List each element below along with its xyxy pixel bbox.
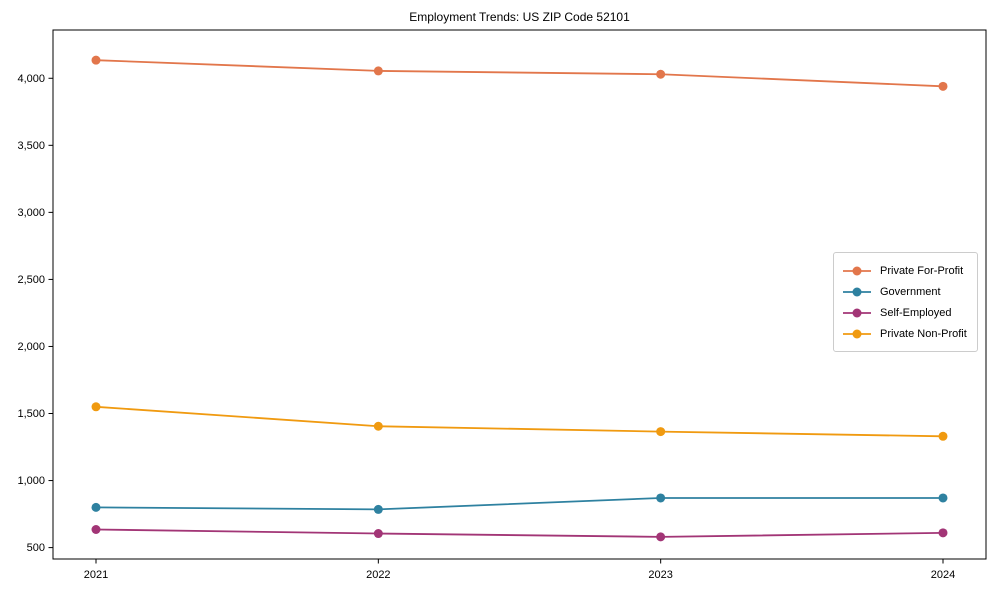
series-line <box>95 59 944 88</box>
data-point-marker <box>373 529 383 539</box>
data-point-marker <box>91 524 101 534</box>
y-tick-label: 500 <box>27 542 45 554</box>
data-point-marker <box>656 427 666 437</box>
legend-line-marker-icon <box>843 287 871 296</box>
legend-line-marker-icon <box>843 266 871 275</box>
data-point-marker <box>91 502 101 512</box>
data-point-marker <box>656 532 666 542</box>
y-tick-label: 3,000 <box>17 207 45 219</box>
legend: Private For-Profit Government Self-Employe… <box>833 252 978 352</box>
legend-label: Self-Employed <box>880 306 952 319</box>
data-point-marker <box>91 402 101 412</box>
data-point-marker <box>373 421 383 431</box>
data-point-marker <box>938 431 948 441</box>
legend-line-marker-icon <box>843 308 871 317</box>
series-line <box>95 528 944 538</box>
x-tick-label: 2024 <box>931 569 955 581</box>
x-tick-label: 2023 <box>648 569 672 581</box>
data-point-marker <box>91 55 101 65</box>
y-tick-label: 4,000 <box>17 73 45 85</box>
plot-border <box>52 29 987 560</box>
legend-item: Private Non-Profit <box>842 323 969 344</box>
legend-item: Private For-Profit <box>842 260 969 281</box>
chart-title: Employment Trends: US ZIP Code 52101 <box>409 10 630 24</box>
y-tick-label: 1,500 <box>17 408 45 420</box>
legend-line-marker-icon <box>843 329 871 338</box>
legend-item: Self-Employed <box>842 302 969 323</box>
legend-label: Private Non-Profit <box>880 327 967 340</box>
data-point-marker <box>938 81 948 91</box>
data-point-marker <box>656 69 666 79</box>
data-point-marker <box>938 528 948 538</box>
series-line <box>95 497 943 511</box>
series-line <box>95 405 944 438</box>
x-tick-label: 2021 <box>84 569 108 581</box>
y-tick-label: 2,000 <box>17 341 45 353</box>
legend-item: Government <box>842 281 969 302</box>
x-tick-label: 2022 <box>366 569 390 581</box>
y-tick-label: 3,500 <box>17 140 45 152</box>
data-point-marker <box>656 493 666 503</box>
data-point-marker <box>373 504 383 514</box>
y-tick-label: 2,500 <box>17 274 45 286</box>
data-point-marker <box>938 493 948 503</box>
data-point-marker <box>373 66 383 76</box>
legend-label: Government <box>880 285 941 298</box>
legend-label: Private For-Profit <box>880 264 964 277</box>
y-tick-label: 1,000 <box>17 475 45 487</box>
